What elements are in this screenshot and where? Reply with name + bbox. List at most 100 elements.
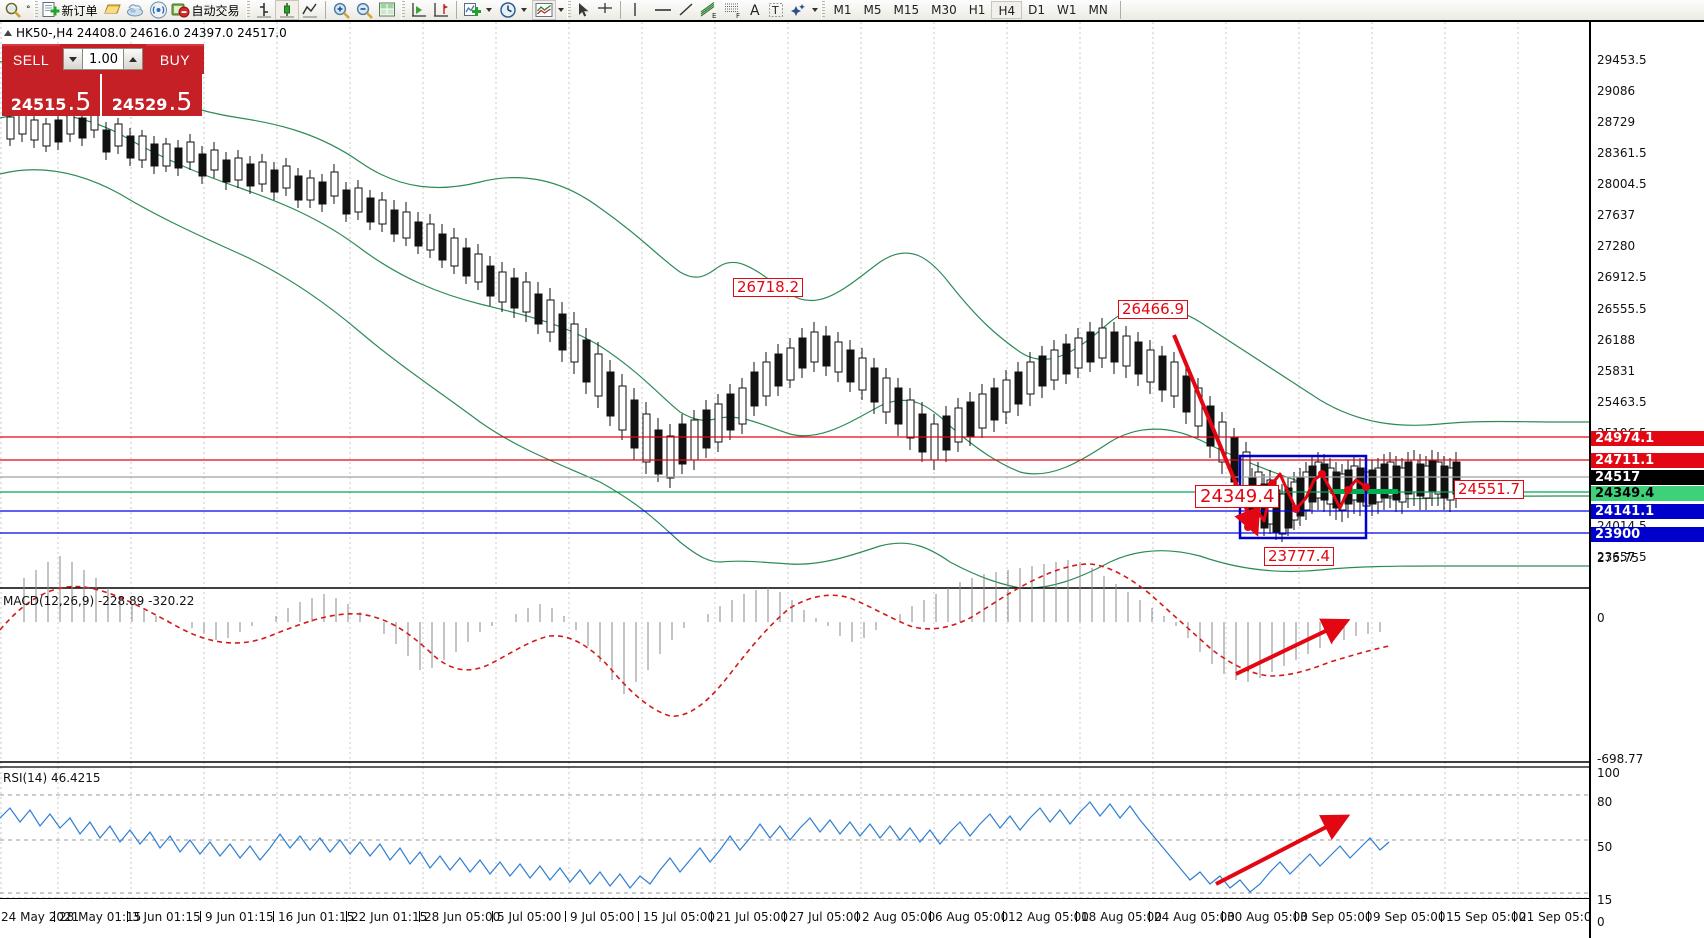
crosshair-icon[interactable] — [594, 0, 616, 20]
annotation-26718[interactable]: 26718.2 — [733, 278, 804, 297]
indicators-chevron-down-icon[interactable] — [485, 8, 492, 12]
timeframe-m30[interactable]: M30 — [931, 3, 957, 17]
chart-area[interactable]: HK50-,H4 24408.0 24616.0 24397.0 24517.0… — [0, 22, 1704, 938]
zoom-in-icon[interactable] — [330, 0, 353, 20]
timeframe-m5[interactable]: M5 — [863, 3, 882, 17]
annotation-24349[interactable]: 24349.4 — [1195, 485, 1280, 508]
zigzag-point — [1292, 505, 1300, 513]
cursor-icon[interactable] — [574, 0, 594, 20]
time-tick-7: 5 Jul 05:00 — [491, 910, 562, 924]
candlesticks — [6, 102, 1461, 542]
buy-price-integer: 24529 — [111, 95, 168, 114]
level-badge-24349[interactable]: 24349.4 — [1591, 486, 1704, 501]
new-order-label: 新订单 — [61, 3, 98, 18]
vertical-line-icon[interactable] — [625, 0, 645, 20]
price-axis[interactable]: 29453.5 29086 28729 28361.5 28004.5 2763… — [1589, 22, 1704, 938]
volume-input[interactable]: 1.00 — [83, 48, 123, 70]
price-tick-26188: 26188 — [1597, 333, 1636, 347]
auto-scroll-icon[interactable] — [408, 0, 430, 20]
search-caret[interactable]: ° — [26, 5, 31, 15]
timeframe-h4[interactable]: H4 — [991, 1, 1023, 19]
zigzag-path — [1246, 472, 1367, 528]
new-order-icon — [42, 1, 60, 19]
macd-tick-max: 275.75 — [1597, 551, 1639, 565]
one-click-trading-panel[interactable]: SELL 1.00 BUY 24515 .5 — [2, 44, 204, 116]
time-tick-15: 18 Aug 05:00 — [1076, 910, 1162, 924]
fibonacci-icon[interactable]: F — [721, 0, 745, 20]
annotation-26466[interactable]: 26466.9 — [1118, 300, 1189, 319]
sell-button[interactable]: SELL — [2, 44, 60, 74]
timeframe-h1[interactable]: H1 — [968, 3, 986, 17]
time-tick-1: 28 May 01:15 — [53, 910, 142, 924]
svg-text:T: T — [771, 4, 779, 17]
buy-button[interactable]: BUY — [146, 44, 204, 74]
level-badge-24974[interactable]: 24974.1 — [1591, 431, 1704, 446]
timeframe-w1[interactable]: W1 — [1057, 3, 1077, 17]
timeframe-m1[interactable]: M1 — [833, 3, 852, 17]
folder-icon[interactable] — [101, 0, 124, 20]
text-icon[interactable]: A — [745, 0, 765, 20]
level-badge-24517[interactable]: 24517 — [1591, 470, 1704, 485]
templates-chevron-down-icon[interactable] — [557, 8, 564, 12]
level-badge-23900[interactable]: 23900 — [1591, 527, 1704, 542]
time-tick-6: 28 Jun 05:00 — [418, 910, 501, 924]
rsi-tick-50: 50 — [1597, 840, 1613, 854]
price-tick-29086: 29086 — [1597, 84, 1636, 98]
sell-price-integer: 24515 — [10, 95, 67, 114]
price-tick-27280: 27280 — [1597, 239, 1636, 253]
shapes-icon[interactable] — [787, 0, 810, 20]
position-marker — [1330, 489, 1398, 494]
annotation-24551[interactable]: 24551.7 — [1454, 480, 1525, 499]
volume-decrease-button[interactable] — [63, 48, 83, 70]
toolbar-divider-1 — [324, 1, 326, 19]
line-chart-icon[interactable] — [299, 0, 321, 20]
zoom-out-icon[interactable] — [353, 0, 376, 20]
horizontal-line-icon[interactable] — [651, 0, 675, 20]
time-tick-5: 22 Jun 01:15 — [345, 910, 428, 924]
time-axis[interactable]: 24 May 2021 28 May 01:15 3 Jun 01:15 9 J… — [0, 898, 1599, 938]
text-label-icon[interactable]: T — [765, 0, 787, 20]
autotrading-label: 自动交易 — [191, 3, 240, 18]
sell-price-display[interactable]: 24515 .5 — [2, 74, 102, 116]
bar-chart-icon[interactable] — [253, 0, 275, 20]
annotation-23777[interactable]: 23777.4 — [1264, 547, 1335, 566]
indicators-icon[interactable] — [461, 0, 484, 20]
toolbar-grip-5 — [820, 1, 825, 19]
templates-icon[interactable] — [531, 0, 556, 20]
zigzag-point — [1244, 523, 1252, 531]
autotrading-button[interactable]: 自动交易 — [170, 0, 243, 20]
svg-text:E: E — [712, 12, 716, 19]
open-data-icon[interactable] — [124, 0, 147, 20]
periods-icon[interactable] — [497, 0, 519, 20]
timeframe-m15[interactable]: M15 — [893, 3, 920, 17]
tile-windows-icon[interactable] — [376, 0, 398, 20]
price-tick-26912: 26912.5 — [1597, 270, 1647, 284]
volume-increase-button[interactable] — [123, 48, 143, 70]
periods-chevron-down-icon[interactable] — [520, 8, 527, 12]
shapes-chevron-down-icon[interactable] — [811, 8, 818, 12]
level-badge-24141[interactable]: 24141.1 — [1591, 504, 1704, 519]
trendline-icon[interactable] — [675, 0, 697, 20]
toolbar-grip-3 — [400, 1, 405, 19]
chart-shift-icon[interactable] — [430, 0, 452, 20]
zigzag-point — [1318, 470, 1326, 478]
volume-control[interactable]: 1.00 — [60, 44, 146, 74]
macd-tick-zero: 0 — [1597, 611, 1605, 625]
timeframe-d1[interactable]: D1 — [1028, 3, 1045, 17]
rsi-tick-80: 80 — [1597, 795, 1613, 809]
chart-plot[interactable] — [0, 22, 1589, 938]
new-order-button[interactable]: 新订单 — [41, 0, 101, 20]
equidistant-channel-icon[interactable]: E — [697, 0, 721, 20]
collapse-triangle-icon[interactable] — [4, 30, 12, 36]
broadcast-icon[interactable] — [147, 0, 170, 20]
timeframe-mn[interactable]: MN — [1088, 3, 1108, 17]
price-tick-27637: 27637 — [1597, 208, 1636, 222]
search-icon[interactable] — [2, 0, 24, 20]
svg-text:A: A — [750, 3, 760, 19]
buy-price-display[interactable]: 24529 .5 — [102, 74, 202, 116]
candlestick-chart-icon[interactable] — [274, 0, 299, 20]
time-tick-11: 27 Jul 05:00 — [784, 910, 861, 924]
time-tick-3: 9 Jun 01:15 — [200, 910, 274, 924]
level-badge-24711[interactable]: 24711.1 — [1591, 453, 1704, 468]
